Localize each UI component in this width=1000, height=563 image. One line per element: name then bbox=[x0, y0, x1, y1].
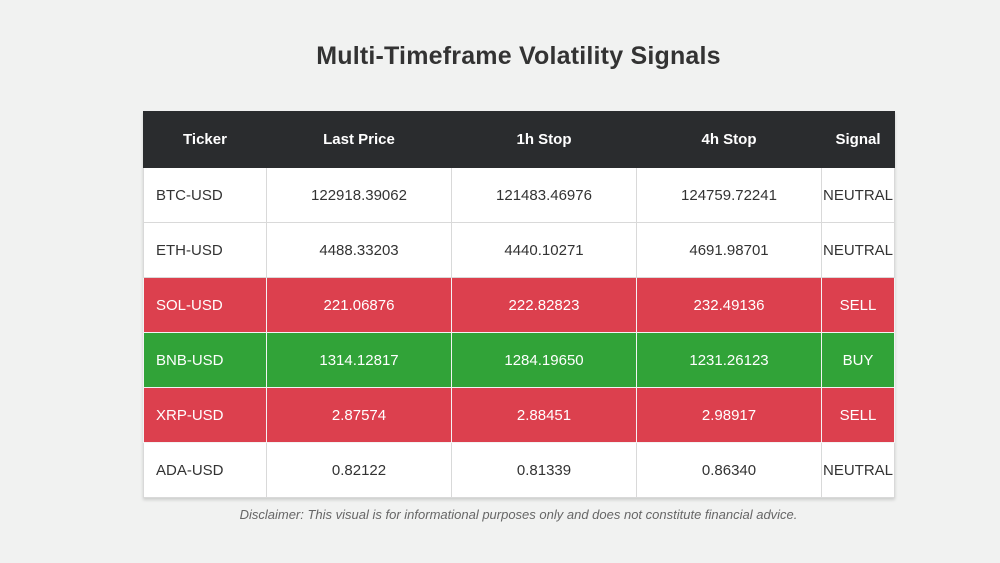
page-title: Multi-Timeframe Volatility Signals bbox=[316, 42, 721, 70]
ticker-cell: ADA-USD bbox=[143, 442, 267, 498]
signal-cell: BUY bbox=[821, 332, 895, 388]
page: Multi-Timeframe Volatility Signals Ticke… bbox=[143, 42, 895, 522]
table-row-btc-usd: BTC-USD 122918.39062 121483.46976 124759.72… bbox=[143, 167, 895, 223]
stop-1h-cell: 2.88451 bbox=[451, 387, 637, 443]
column-header-1h-stop: 1h Stop bbox=[451, 111, 637, 168]
table-row-sol-usd: SOL-USD 221.06876 222.82823 232.49136 SELL bbox=[143, 277, 895, 333]
ticker-cell: ETH-USD bbox=[143, 222, 267, 278]
stop-4h-cell: 124759.72241 bbox=[636, 167, 822, 223]
last-price-cell: 4488.33203 bbox=[266, 222, 452, 278]
last-price-cell: 1314.12817 bbox=[266, 332, 452, 388]
ticker-cell: XRP-USD bbox=[143, 387, 267, 443]
last-price-cell: 122918.39062 bbox=[266, 167, 452, 223]
signal-cell: SELL bbox=[821, 387, 895, 443]
table-row-bnb-usd: BNB-USD 1314.12817 1284.19650 1231.26123 BUY bbox=[143, 332, 895, 388]
stop-1h-cell: 0.81339 bbox=[451, 442, 637, 498]
stop-4h-cell: 1231.26123 bbox=[636, 332, 822, 388]
last-price-cell: 2.87574 bbox=[266, 387, 452, 443]
signal-cell: NEUTRAL bbox=[821, 222, 895, 278]
table-header-row: Ticker Last Price 1h Stop 4h Stop Signal bbox=[143, 111, 895, 168]
column-header-ticker: Ticker bbox=[143, 111, 267, 168]
stop-1h-cell: 121483.46976 bbox=[451, 167, 637, 223]
ticker-cell: BTC-USD bbox=[143, 167, 267, 223]
last-price-cell: 0.82122 bbox=[266, 442, 452, 498]
column-header-last-price: Last Price bbox=[266, 111, 452, 168]
table-row-xrp-usd: XRP-USD 2.87574 2.88451 2.98917 SELL bbox=[143, 387, 895, 443]
last-price-cell: 221.06876 bbox=[266, 277, 452, 333]
disclaimer: Disclaimer: This visual is for informati… bbox=[239, 507, 798, 522]
table-row-ada-usd: ADA-USD 0.82122 0.81339 0.86340 NEUTRAL bbox=[143, 442, 895, 498]
table-body: BTC-USD 122918.39062 121483.46976 124759.72… bbox=[143, 167, 895, 498]
signal-cell: NEUTRAL bbox=[821, 442, 895, 498]
stop-4h-cell: 4691.98701 bbox=[636, 222, 822, 278]
signals-table: Ticker Last Price 1h Stop 4h Stop Signal BTC… bbox=[143, 111, 895, 498]
stop-1h-cell: 4440.10271 bbox=[451, 222, 637, 278]
stop-4h-cell: 232.49136 bbox=[636, 277, 822, 333]
signal-cell: NEUTRAL bbox=[821, 167, 895, 223]
stop-4h-cell: 2.98917 bbox=[636, 387, 822, 443]
ticker-cell: SOL-USD bbox=[143, 277, 267, 333]
stop-1h-cell: 222.82823 bbox=[451, 277, 637, 333]
signal-cell: SELL bbox=[821, 277, 895, 333]
table-row-eth-usd: ETH-USD 4488.33203 4440.10271 4691.98701 NEU… bbox=[143, 222, 895, 278]
column-header-signal: Signal bbox=[821, 111, 895, 168]
stop-1h-cell: 1284.19650 bbox=[451, 332, 637, 388]
stop-4h-cell: 0.86340 bbox=[636, 442, 822, 498]
column-header-4h-stop: 4h Stop bbox=[636, 111, 822, 168]
ticker-cell: BNB-USD bbox=[143, 332, 267, 388]
